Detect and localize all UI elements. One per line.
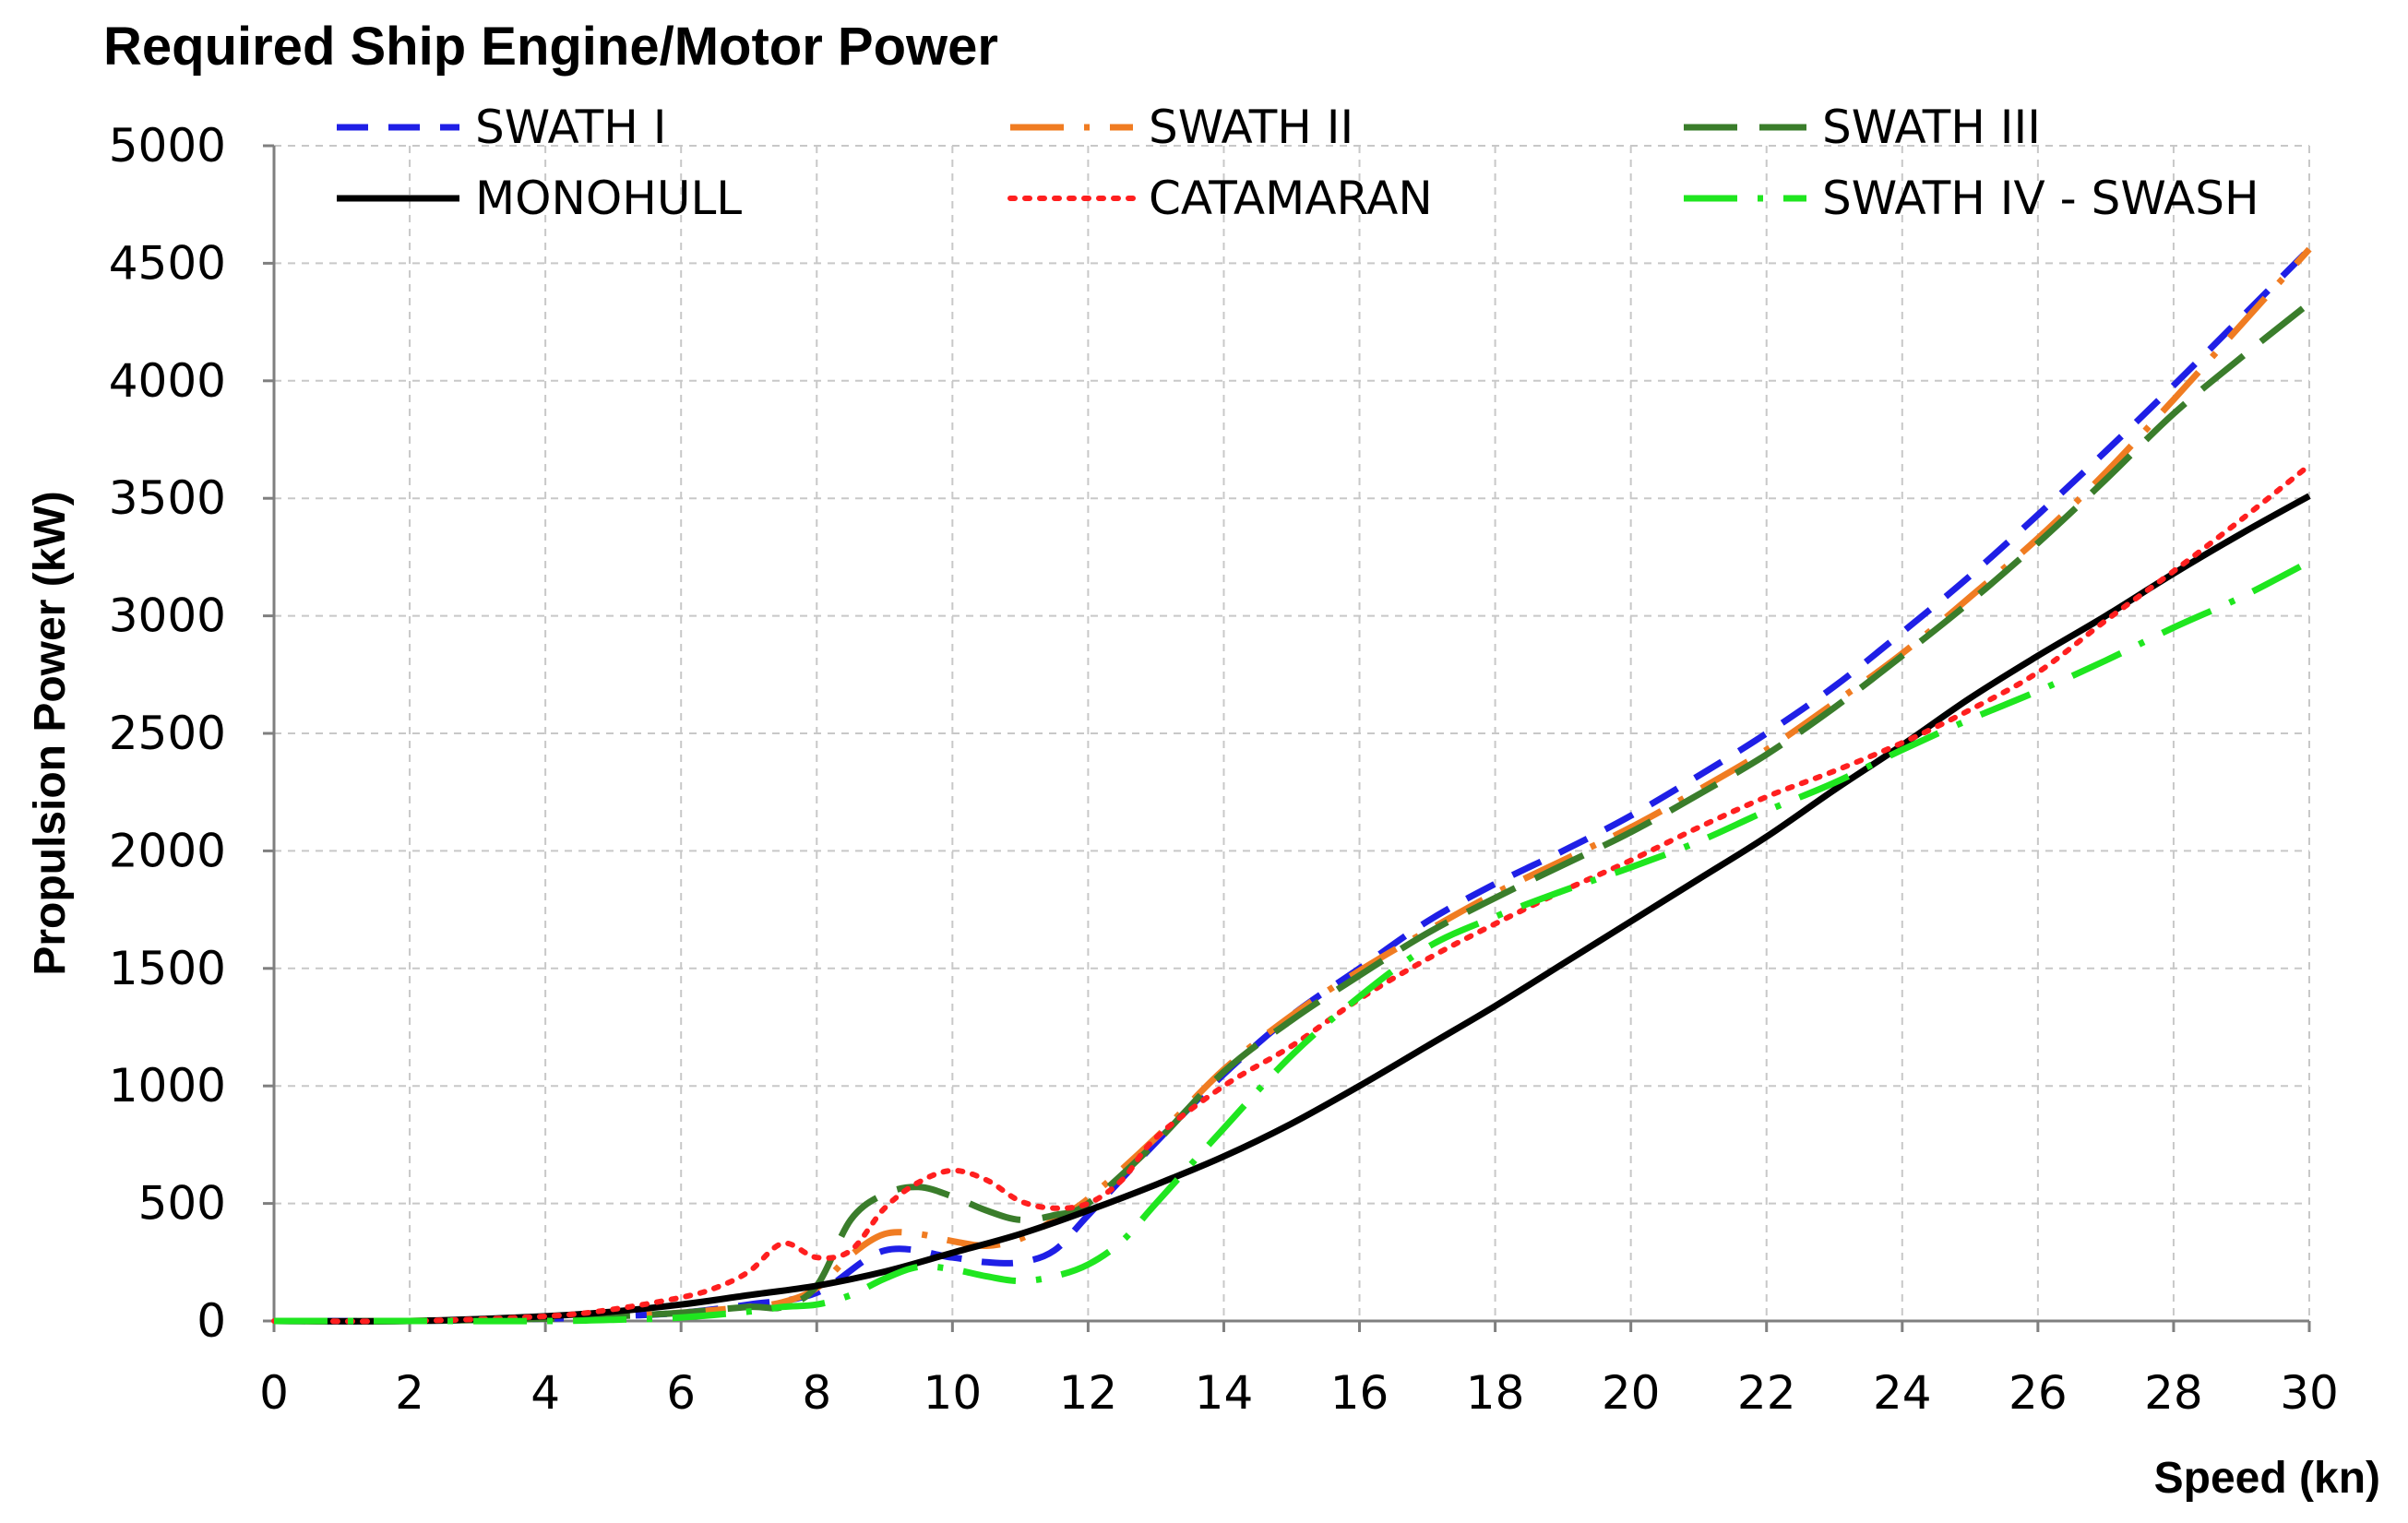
y-axis-title: Propulsion Power (kW) <box>26 491 75 975</box>
y-tick-label-8: 4000 <box>109 354 226 408</box>
x-tick-label-6: 12 <box>1059 1366 1118 1420</box>
x-tick-label-0: 0 <box>259 1366 289 1420</box>
x-tick-label-1: 2 <box>395 1366 424 1420</box>
y-axis-ticks: 0 500 1000 1500 2000 2500 3000 3500 4000 4500 5000 <box>109 119 274 1348</box>
series-line-swath-iii <box>273 300 2312 1325</box>
legend-label-catamaran: CATAMARAN <box>1149 172 1433 225</box>
y-tick-label-6: 3000 <box>109 589 226 643</box>
y-tick-label-7: 3500 <box>109 471 226 525</box>
legend-label-swath-iii: SWATH III <box>1822 101 2041 154</box>
series-line-monohull <box>273 493 2311 1325</box>
series-line-swath-iv-swash <box>274 558 2311 1325</box>
legend: SWATH I SWATH II SWATH III MONOHULL CATAMARA… <box>337 101 2259 225</box>
legend-label-swath-iv-swash: SWATH IV - SWASH <box>1822 172 2259 225</box>
x-tick-label-14: 28 <box>2144 1366 2203 1420</box>
y-tick-label-1: 500 <box>138 1177 226 1231</box>
x-tick-label-8: 16 <box>1330 1366 1389 1420</box>
legend-label-monohull: MONOHULL <box>475 172 742 225</box>
y-tick-label-2: 1000 <box>109 1059 226 1113</box>
series-line-swath-ii <box>273 246 2312 1325</box>
x-tick-label-3: 6 <box>666 1366 696 1420</box>
x-tick-label-7: 14 <box>1195 1366 1254 1420</box>
x-axis-title: Speed (kn) <box>2154 1454 2380 1503</box>
x-tick-label-15: 30 <box>2280 1366 2339 1420</box>
x-tick-label-2: 4 <box>530 1366 560 1420</box>
chart-title: Required Ship Engine/Motor Power <box>103 17 998 77</box>
x-tick-label-10: 20 <box>1602 1366 1661 1420</box>
y-tick-label-4: 2000 <box>109 824 226 877</box>
series-group <box>271 246 2312 1325</box>
x-tick-label-4: 8 <box>802 1366 831 1420</box>
series-line-swath-i <box>273 246 2312 1325</box>
x-tick-label-13: 26 <box>2009 1366 2068 1420</box>
y-tick-label-3: 1500 <box>109 942 226 995</box>
legend-label-swath-i: SWATH I <box>475 101 667 154</box>
y-tick-label-0: 0 <box>197 1294 226 1348</box>
y-tick-label-5: 2500 <box>109 707 226 760</box>
grid <box>274 145 2310 1321</box>
legend-label-swath-ii: SWATH II <box>1149 101 1353 154</box>
series-line-catamaran <box>271 462 2312 1325</box>
x-tick-label-11: 22 <box>1737 1366 1796 1420</box>
x-axis-ticks: 0 2 4 6 8 10 12 14 16 18 20 22 24 26 28 30 <box>259 1321 2339 1420</box>
y-tick-label-9: 4500 <box>109 236 226 290</box>
x-tick-label-9: 18 <box>1466 1366 1525 1420</box>
x-tick-label-12: 24 <box>1873 1366 1932 1420</box>
y-tick-label-10: 5000 <box>109 119 226 173</box>
x-tick-label-5: 10 <box>924 1366 983 1420</box>
